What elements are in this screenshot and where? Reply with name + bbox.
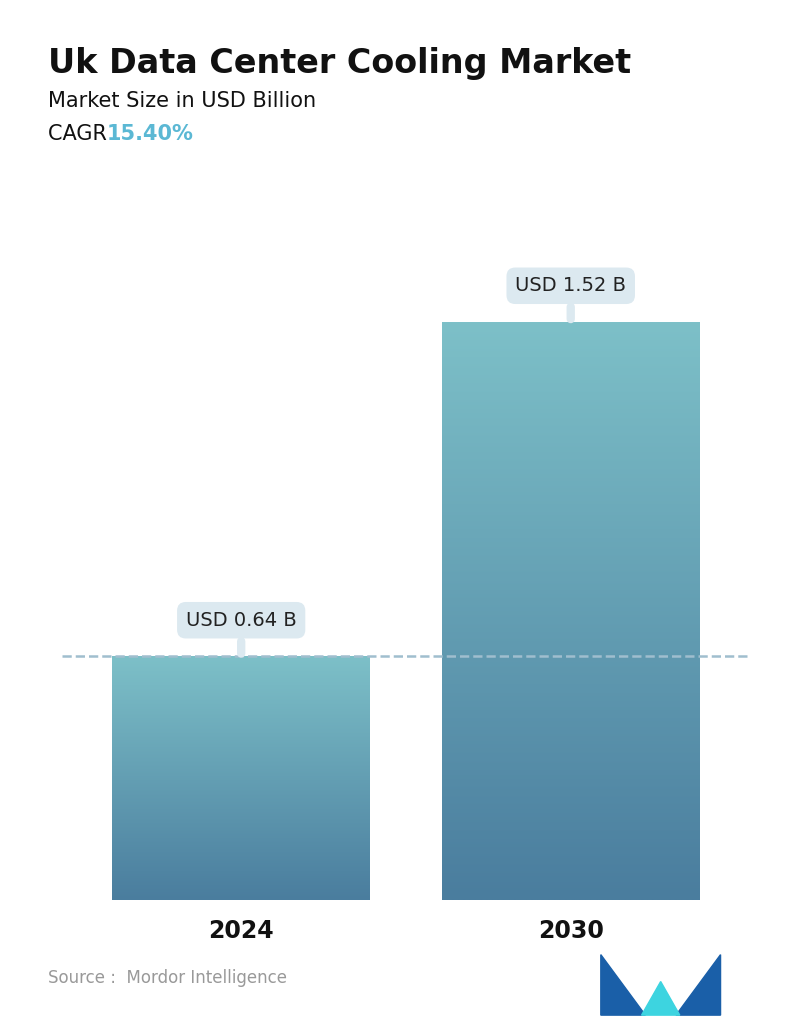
Text: Market Size in USD Billion: Market Size in USD Billion [48, 91, 316, 111]
Text: USD 1.52 B: USD 1.52 B [515, 276, 626, 320]
Polygon shape [676, 954, 720, 1015]
Text: USD 0.64 B: USD 0.64 B [185, 611, 297, 653]
Text: Uk Data Center Cooling Market: Uk Data Center Cooling Market [48, 47, 631, 80]
Text: 15.40%: 15.40% [107, 124, 193, 144]
Polygon shape [601, 954, 646, 1015]
Text: Source :  Mordor Intelligence: Source : Mordor Intelligence [48, 970, 287, 987]
Text: CAGR: CAGR [48, 124, 120, 144]
Polygon shape [642, 981, 680, 1015]
